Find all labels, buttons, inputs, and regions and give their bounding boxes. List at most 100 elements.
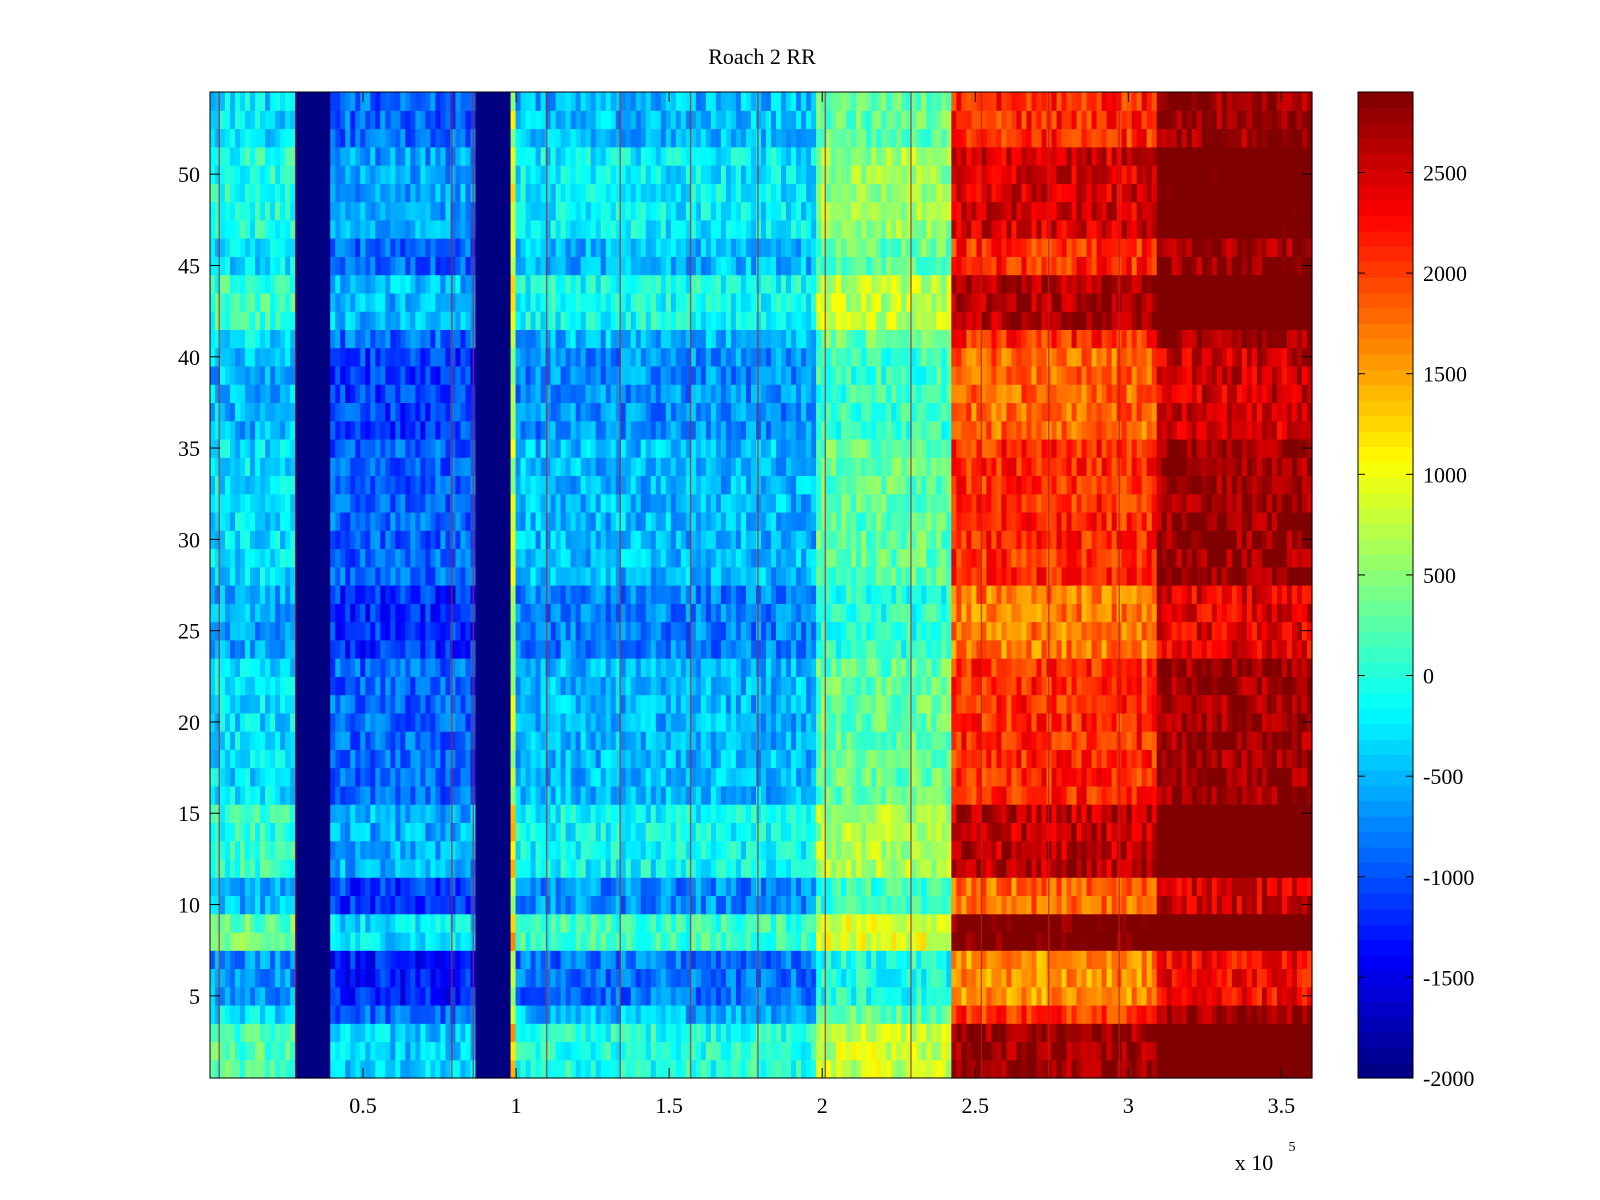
heatmap-cell [1166,877,1173,897]
heatmap-cell [1126,767,1133,787]
heatmap-cell [365,968,371,988]
heatmap-cell [285,658,291,677]
heatmap-cell [866,968,872,988]
heatmap-cell [670,767,677,787]
heatmap-cell [290,731,296,750]
plot-area [210,92,1313,1079]
heatmap-cell [1071,913,1078,933]
heatmap-cell [355,1023,361,1043]
heatmap-cell [540,858,547,878]
heatmap-cell [660,749,667,769]
heatmap-cell [710,931,717,951]
heatmap-cell [1141,840,1148,860]
heatmap-cell [906,694,912,714]
heatmap-cell [1241,931,1248,951]
heatmap-cell [851,877,857,897]
heatmap-cell [1221,913,1228,933]
heatmap-cell [1291,785,1298,805]
heatmap-cell [1261,895,1268,915]
heatmap-cell [881,694,887,714]
heatmap-cell [806,877,812,897]
heatmap-cell [530,676,537,696]
heatmap-cell [921,749,927,769]
heatmap-cell [635,804,642,823]
heatmap-cell [590,1059,597,1079]
heatmap-cell [821,968,827,988]
heatmap-cell [1301,1004,1308,1024]
heatmap-cell [1186,931,1193,951]
heatmap-cell [560,658,567,677]
heatmap-cell [826,986,832,1006]
heatmap-cell [750,968,757,988]
heatmap-cell [235,858,241,878]
heatmap-cell [861,1023,867,1043]
heatmap-cell [390,950,396,970]
heatmap-cell [1196,931,1203,951]
heatmap-cell [660,968,667,988]
heatmap-cell [300,913,306,933]
heatmap-cell [640,712,647,732]
heatmap-cell [255,658,261,677]
heatmap-cell [1276,1023,1283,1043]
heatmap-cell [806,767,812,787]
heatmap-cell [1291,950,1298,970]
heatmap-cell [1191,694,1198,714]
heatmap-cell [480,712,487,732]
heatmap-cell [340,931,346,951]
heatmap-cell [225,676,231,696]
heatmap-cell [495,1004,502,1024]
heatmap-cell [821,858,827,878]
heatmap-cell [705,1041,712,1061]
heatmap-cell [1181,1004,1188,1024]
heatmap-cell [821,694,827,714]
heatmap-cell [1131,822,1138,842]
heatmap-cell [515,767,522,787]
heatmap-cell [520,767,527,787]
heatmap-cell [330,1023,336,1043]
heatmap-cell [856,694,862,714]
heatmap-cell [700,877,707,897]
heatmap-cell [1281,840,1288,860]
heatmap-cell [635,968,642,988]
heatmap-cell [430,858,437,878]
heatmap-cell [796,712,802,732]
heatmap-cell [245,767,251,787]
heatmap-cell [465,676,472,696]
heatmap-cell [725,968,732,988]
heatmap-cell [350,950,356,970]
heatmap-cell [390,968,396,988]
heatmap-cell [971,804,977,823]
heatmap-cell [1056,804,1063,823]
heatmap-cell [1036,986,1043,1006]
heatmap-cell [355,676,361,696]
heatmap-cell [1016,968,1023,988]
heatmap-cell [480,877,487,897]
heatmap-cell [1196,950,1203,970]
heatmap-cell [926,913,932,933]
heatmap-cell [1246,785,1253,805]
heatmap-cell [846,767,852,787]
heatmap-cell [220,1023,226,1043]
heatmap-cell [941,840,947,860]
heatmap-cell [235,877,241,897]
heatmap-cell [695,822,702,842]
heatmap-cell [740,712,747,732]
heatmap-cell [635,1023,642,1043]
heatmap-cell [510,822,517,842]
heatmap-cell [365,822,371,842]
heatmap-cell [1261,785,1268,805]
heatmap-cell [240,968,246,988]
heatmap-cell [320,822,326,842]
heatmap-cell [1151,804,1158,823]
heatmap-cell [806,931,812,951]
heatmap-cell [530,731,537,750]
heatmap-cell [445,676,452,696]
heatmap-cell [781,658,787,677]
heatmap-cell [836,1041,842,1061]
heatmap-cell [355,931,361,951]
heatmap-cell [565,749,572,769]
heatmap-cell [520,1041,527,1061]
heatmap-cell [1171,968,1178,988]
heatmap-cell [555,767,562,787]
heatmap-cell [325,658,331,677]
